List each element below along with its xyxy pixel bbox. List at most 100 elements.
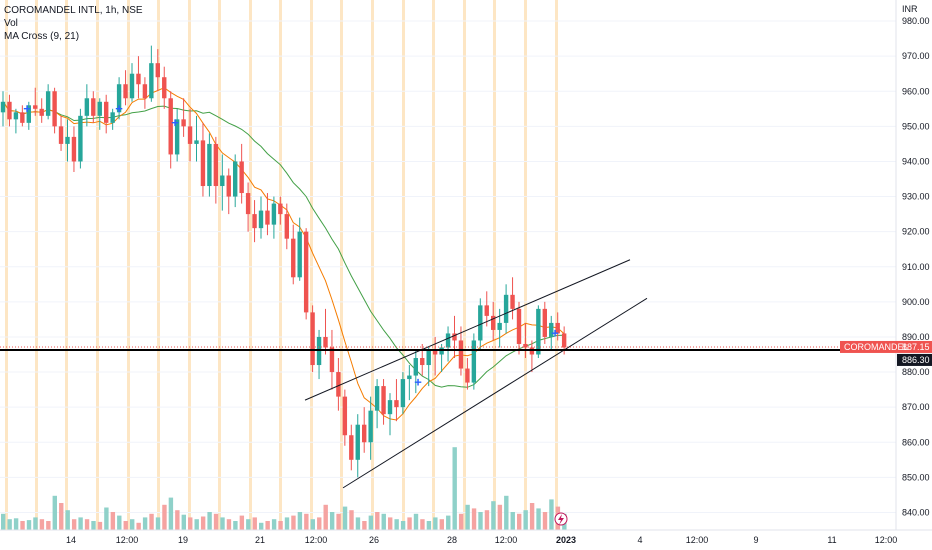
candle-body[interactable] <box>316 336 322 366</box>
candle-body[interactable] <box>13 112 19 120</box>
candle-body[interactable] <box>84 98 90 116</box>
candle-body[interactable] <box>529 347 535 355</box>
candle-body[interactable] <box>471 340 477 383</box>
candle-body[interactable] <box>258 210 264 229</box>
candle-body[interactable] <box>91 98 96 116</box>
candle-body[interactable] <box>420 358 425 366</box>
candle-body[interactable] <box>407 375 412 380</box>
candle-body[interactable] <box>426 350 431 366</box>
candle-body[interactable] <box>123 84 128 99</box>
candle-body[interactable] <box>136 73 141 85</box>
candle-body[interactable] <box>116 84 122 113</box>
candle-body[interactable] <box>368 410 373 443</box>
candle-body[interactable] <box>362 424 367 443</box>
candle-body[interactable] <box>374 386 380 411</box>
candle-body[interactable] <box>542 308 547 337</box>
candle-body[interactable] <box>233 161 238 197</box>
candle-body[interactable] <box>45 91 51 116</box>
candle-body[interactable] <box>39 108 44 116</box>
candle-body[interactable] <box>200 140 206 187</box>
candle-body[interactable] <box>445 333 451 348</box>
candle-body[interactable] <box>187 126 193 144</box>
candle-body[interactable] <box>33 105 38 109</box>
candle-body[interactable] <box>394 400 399 408</box>
candle-body[interactable] <box>291 238 296 278</box>
candle-body[interactable] <box>213 143 219 187</box>
candle-body[interactable] <box>497 322 502 330</box>
candle-body[interactable] <box>129 73 135 99</box>
last-price-tag[interactable] <box>840 340 932 353</box>
candle-body[interactable] <box>162 77 167 99</box>
candle-body[interactable] <box>149 63 154 99</box>
candle-body[interactable] <box>510 294 515 309</box>
candle-body[interactable] <box>65 136 70 144</box>
candle-body[interactable] <box>52 91 57 127</box>
candle-body[interactable] <box>349 435 354 460</box>
candle-body[interactable] <box>78 115 83 162</box>
candle-body[interactable] <box>194 140 199 144</box>
volume-bar <box>433 517 438 530</box>
candle-body[interactable] <box>329 347 335 373</box>
candle-body[interactable] <box>297 231 302 278</box>
candle-body[interactable] <box>336 372 341 397</box>
candle-body[interactable] <box>432 350 438 355</box>
candle-body[interactable] <box>220 175 225 187</box>
candle-body[interactable] <box>245 193 251 215</box>
candle-body[interactable] <box>97 101 102 116</box>
candle-body[interactable] <box>491 315 496 330</box>
candle-body[interactable] <box>439 347 444 355</box>
candle-body[interactable] <box>7 101 12 120</box>
candle-body[interactable] <box>323 336 328 348</box>
candle-body[interactable] <box>387 400 393 415</box>
candle-body[interactable] <box>271 203 277 225</box>
candle-body[interactable] <box>58 126 64 144</box>
ma-cross-indicator-label[interactable]: MA Cross (9, 21) <box>4 31 80 42</box>
candle-body[interactable] <box>503 294 509 323</box>
candle-body[interactable] <box>523 343 528 348</box>
support-line-tag[interactable] <box>897 353 932 366</box>
candle-body[interactable] <box>484 305 489 316</box>
candle-body[interactable] <box>181 119 186 127</box>
candle-body[interactable] <box>555 322 560 334</box>
ma-cross-marker: + <box>414 375 422 390</box>
candle-body[interactable] <box>413 358 418 376</box>
symbol-title[interactable]: COROMANDEL INTL, 1h, NSE <box>4 5 143 16</box>
candle-body[interactable] <box>549 322 554 337</box>
candle-body[interactable] <box>0 101 6 113</box>
candle-body[interactable] <box>561 333 567 348</box>
candle-body[interactable] <box>174 119 180 155</box>
candle-body[interactable] <box>381 386 386 415</box>
volume-indicator-label[interactable]: Vol <box>4 18 18 29</box>
candle-body[interactable] <box>478 305 483 341</box>
candle-body[interactable] <box>104 101 109 123</box>
candle-body[interactable] <box>452 333 457 341</box>
candle-body[interactable] <box>226 175 231 197</box>
wedge-upper-trendline[interactable] <box>304 259 631 401</box>
candle-body[interactable] <box>310 312 315 366</box>
candle-body[interactable] <box>516 308 522 344</box>
candle-body[interactable] <box>168 98 173 155</box>
volume-bar <box>317 517 322 530</box>
candle-body[interactable] <box>342 396 348 436</box>
candle-body[interactable] <box>265 210 270 225</box>
candle-body[interactable] <box>355 424 360 460</box>
candle-body[interactable] <box>142 84 148 99</box>
candle-body[interactable] <box>155 63 160 78</box>
candle-body[interactable] <box>536 308 541 355</box>
candle-body[interactable] <box>284 214 289 239</box>
candle-body[interactable] <box>458 340 464 369</box>
candle-body[interactable] <box>110 112 115 123</box>
candle-body[interactable] <box>465 368 470 383</box>
candle-body[interactable] <box>207 143 212 187</box>
candle-body[interactable] <box>26 105 31 123</box>
candle-body[interactable] <box>278 203 283 215</box>
candle-body[interactable] <box>71 136 77 162</box>
candle-body[interactable] <box>252 214 257 229</box>
candle-body[interactable] <box>400 379 406 408</box>
wedge-lower-trendline[interactable] <box>342 297 648 489</box>
candle-body[interactable] <box>239 161 244 194</box>
candle-body[interactable] <box>20 112 25 123</box>
candle-body[interactable] <box>303 231 309 313</box>
